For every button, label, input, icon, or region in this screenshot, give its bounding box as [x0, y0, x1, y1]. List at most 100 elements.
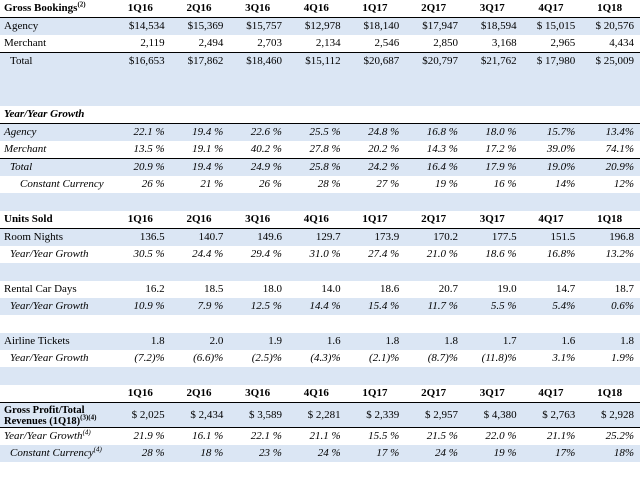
gross-profit-row-footnote-marker: (3)(4): [80, 413, 97, 422]
agency-row-cell: $17,947: [405, 17, 464, 35]
airline-growth-row-cell: (6.6)%: [170, 350, 230, 367]
agency-row-cell: $ 20,576: [581, 17, 640, 35]
total-row-cell: $17,862: [170, 52, 230, 70]
units-sold-header-cell: 4Q16: [287, 211, 347, 229]
rental-car-days-row-label: Rental Car Days: [0, 281, 112, 298]
gross-bookings-header-label: Gross Bookings(2): [0, 0, 112, 18]
gross-profit-row-cell: $ 2,928: [581, 402, 640, 428]
gross-bookings-header-cell: 4Q17: [522, 0, 582, 18]
total-row-cell: $18,460: [229, 52, 288, 70]
rental-car-growth-row-cell: 12.5 %: [229, 298, 288, 315]
room-nights-row-cell: 129.7: [287, 228, 347, 246]
room-nights-row-cell: 173.9: [346, 228, 406, 246]
gross-profit-row-cell: $ 2,434: [170, 402, 230, 428]
gross-profit-growth-row-cell: 21.9 %: [112, 427, 171, 445]
rental-car-growth-row-cell: 0.6%: [581, 298, 640, 315]
units-sold-header-cell: 1Q17: [346, 211, 406, 229]
spacer-row: [0, 367, 640, 385]
agency-row: Agency $14,534 $15,369 $15,757 $12,978 $18,14…: [0, 17, 640, 35]
yoy-constant-currency-row-cell: 26 %: [112, 176, 171, 193]
gross-profit-growth-row-cell: 16.1 %: [170, 427, 230, 445]
total-row-cell: $21,762: [463, 52, 523, 70]
yoy-merchant-row: Merchant 13.5 % 19.1 % 40.2 % 27.8 % 20.2 % 14…: [0, 141, 640, 159]
spacer-row: [0, 88, 640, 106]
gross-profit-cc-row-cell: 23 %: [229, 445, 288, 462]
room-nights-row-label-text: Room Nights: [4, 231, 63, 243]
gross-profit-row-cell: $ 2,281: [287, 402, 347, 428]
units-sold-header-cell: 4Q17: [522, 211, 582, 229]
gross-profit-row-cell: $ 2,025: [112, 402, 171, 428]
yoy-constant-currency-row: Constant Currency 26 % 21 % 26 % 28 % 27 % 19 …: [0, 176, 640, 193]
gross-profit-growth-row-footnote-marker: (4): [82, 428, 91, 437]
gross-profit-row-cell: $ 2,339: [346, 402, 406, 428]
gross-profit-row-label: Gross Profit/Total Revenues (1Q18)(3)(4): [0, 402, 112, 428]
gross-profit-columns-row-cell: 1Q17: [346, 385, 406, 403]
yoy-merchant-row-cell: 19.1 %: [170, 141, 230, 159]
room-nights-row-cell: 170.2: [405, 228, 464, 246]
total-row-cell: $20,687: [346, 52, 406, 70]
gross-profit-growth-row-cell: 21.5 %: [405, 427, 464, 445]
total-row-cell: $16,653: [112, 52, 171, 70]
yoy-merchant-row-cell: 17.2 %: [463, 141, 523, 159]
airline-tickets-row-cell: 2.0: [170, 333, 230, 350]
yoy-header-cell: [346, 106, 406, 124]
rental-car-days-row-cell: 18.0: [229, 281, 288, 298]
total-row: Total $16,653 $17,862 $18,460 $15,112 $20,687…: [0, 52, 640, 70]
room-nights-growth-row-cell: 18.6 %: [463, 246, 523, 263]
gross-profit-growth-row: Year/Year Growth(4) 21.9 % 16.1 % 22.1 % 21.…: [0, 427, 640, 445]
rental-car-growth-row-cell: 15.4 %: [346, 298, 406, 315]
yoy-merchant-row-cell: 13.5 %: [112, 141, 171, 159]
total-row-cell: $20,797: [405, 52, 464, 70]
yoy-merchant-row-label: Merchant: [0, 141, 112, 159]
yoy-merchant-row-cell: 39.0%: [522, 141, 582, 159]
room-nights-growth-row-cell: 24.4 %: [170, 246, 230, 263]
room-nights-growth-row-label-text: Year/Year Growth: [10, 248, 89, 260]
yoy-agency-row-cell: 19.4 %: [170, 123, 230, 141]
gross-profit-growth-row-cell: 15.5 %: [346, 427, 406, 445]
rental-car-growth-row-label-text: Year/Year Growth: [10, 300, 89, 312]
yoy-agency-row-cell: 15.7%: [522, 123, 582, 141]
yoy-merchant-row-cell: 14.3 %: [405, 141, 464, 159]
rental-car-growth-row-cell: 10.9 %: [112, 298, 171, 315]
gross-bookings-header-cell: 3Q17: [463, 0, 523, 18]
rental-car-days-row-cell: 14.0: [287, 281, 347, 298]
gross-profit-cc-row-cell: 28 %: [112, 445, 171, 462]
yoy-total-row: Total 20.9 % 19.4 % 24.9 % 25.8 % 24.2 % 16.4 …: [0, 158, 640, 176]
room-nights-growth-row-label: Year/Year Growth: [0, 246, 112, 263]
gross-bookings-header-cell: 4Q16: [287, 0, 347, 18]
gross-profit-growth-row-cell: 22.1 %: [229, 427, 288, 445]
gross-profit-columns-row-cell: 3Q16: [229, 385, 288, 403]
yoy-header-cell: [112, 106, 171, 124]
agency-row-cell: $14,534: [112, 17, 171, 35]
rental-car-days-row-cell: 18.6: [346, 281, 406, 298]
merchant-row-cell: 2,134: [287, 35, 347, 53]
airline-growth-row: Year/Year Growth (7.2)% (6.6)% (2.5)% (4.3)%…: [0, 350, 640, 367]
yoy-constant-currency-row-label-text: Constant Currency: [20, 178, 104, 190]
total-row-label: Total: [0, 52, 112, 70]
room-nights-row-cell: 151.5: [522, 228, 582, 246]
yoy-header-label: Year/Year Growth: [0, 106, 112, 124]
room-nights-row-cell: 140.7: [170, 228, 230, 246]
units-sold-header-label-text: Units Sold: [4, 213, 53, 225]
units-sold-header-cell: 2Q16: [170, 211, 230, 229]
airline-growth-row-cell: (2.5)%: [229, 350, 288, 367]
units-sold-header-cell: 1Q16: [112, 211, 171, 229]
rental-car-days-row-label-text: Rental Car Days: [4, 283, 77, 295]
room-nights-row: Room Nights 136.5 140.7 149.6 129.7 173.9 170.…: [0, 228, 640, 246]
rental-car-growth-row-label: Year/Year Growth: [0, 298, 112, 315]
yoy-header-cell: [522, 106, 582, 124]
airline-tickets-row-cell: 1.8: [405, 333, 464, 350]
gross-bookings-header-label-text: Gross Bookings: [4, 2, 78, 14]
gross-profit-columns-row-cell: 2Q16: [170, 385, 230, 403]
airline-tickets-row-cell: 1.8: [346, 333, 406, 350]
yoy-constant-currency-row-label: Constant Currency: [0, 176, 112, 193]
operating-metrics-table: Gross Bookings(2) 1Q16 2Q16 3Q16 4Q16 1Q17 2Q1…: [0, 0, 640, 462]
gross-bookings-header-cell: 1Q17: [346, 0, 406, 18]
merchant-row-label: Merchant: [0, 35, 112, 53]
airline-growth-row-label: Year/Year Growth: [0, 350, 112, 367]
gross-profit-cc-row-cell: 17 %: [346, 445, 406, 462]
airline-growth-row-cell: (4.3)%: [287, 350, 347, 367]
spacer-row: [0, 315, 640, 333]
yoy-constant-currency-row-cell: 19 %: [405, 176, 464, 193]
yoy-agency-row-label-text: Agency: [4, 126, 37, 138]
